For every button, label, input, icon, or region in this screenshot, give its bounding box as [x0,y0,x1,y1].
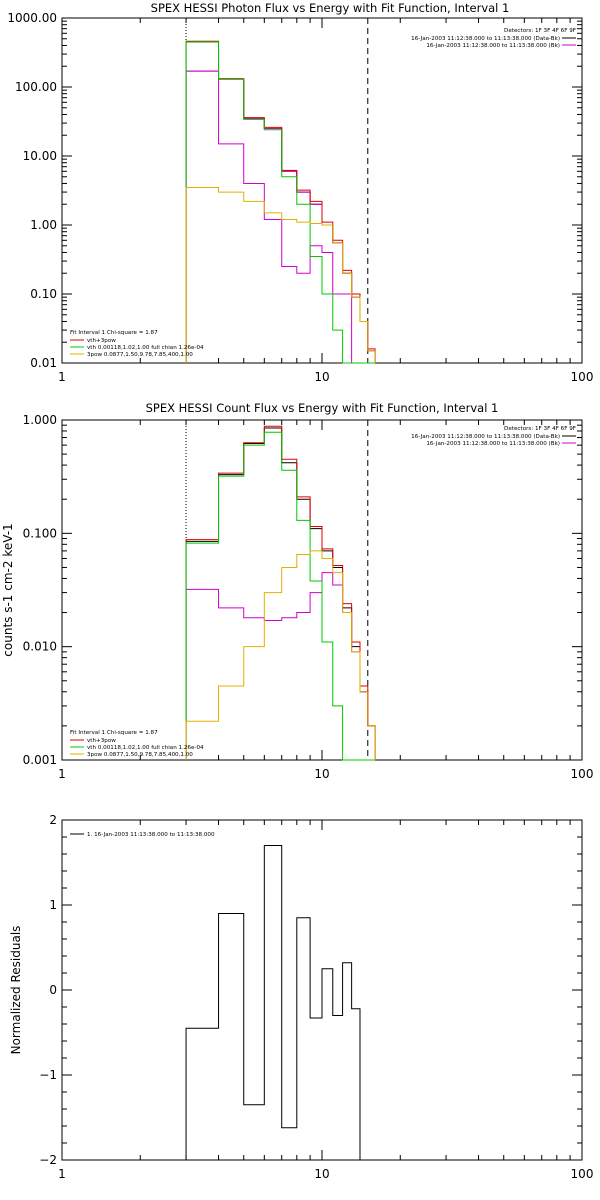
count-flux-fit-legend: Fit Interval 1 Chi-square = 1.87 vth+3po… [70,730,204,758]
x-tick-label: 10 [314,1167,329,1181]
y-tick-label: 1 [49,898,57,912]
x-tick-label: 1 [58,767,66,781]
series-line-4 [185,186,376,363]
legend-total: vth+3pow [87,738,116,744]
legend-vth: vth 0.00118,1.02,1.00 full chian 1.26e-0… [87,745,204,751]
y-tick-label: 1.000 [23,413,57,427]
residuals-ylabel: Normalized Residuals [9,926,23,1055]
fit-interval-label: Fit Interval 1 Chi-square = 1.87 [70,330,158,336]
y-tick-label: 0.010 [23,640,57,654]
series-line-2 [185,425,376,760]
x-tick-label: 100 [571,370,594,384]
x-tick-label: 100 [571,1167,594,1181]
detectors-label: Detectors: 1F 3F 4F 6F 9F [504,426,576,432]
legend-vth: vth 0.00118,1.02,1.00 full chian 1.26e-0… [87,345,204,351]
count-flux-panel: SPEX HESSI Count Flux vs Energy with Fit… [1,401,593,781]
series-line-0 [185,845,361,1160]
series-line-3 [185,41,376,364]
y-tick-label: 100.00 [15,80,57,94]
legend-total: vth+3pow [87,338,116,344]
y-tick-label: 1000.00 [7,11,57,25]
legend-data-bk: 16-Jan-2003 11:12:38.000 to 11:13:38.000… [411,36,560,42]
series-line-3 [185,431,376,761]
series-line-0 [185,41,376,363]
residuals-panel: Normalized Residuals 1 10 100 −2 −1 0 1 2 1. 16… [9,813,593,1181]
energy-range-markers [185,420,369,760]
y-tick-label: −2 [39,1153,57,1167]
y-tick-label: 0.001 [23,753,57,767]
y-tick-label: 10.00 [23,149,57,163]
y-tick-label: 0.100 [23,526,57,540]
series-line-2 [185,40,376,363]
x-tick-label: 10 [314,767,329,781]
legend-3pow: 3pow 0.0877,1.50,9.78,7.85,400,1.00 [87,352,193,358]
series-line-1 [185,70,376,363]
series-line-0 [185,427,376,760]
fit-interval-label: Fit Interval 1 Chi-square = 1.87 [70,730,158,736]
bk-model-group [185,70,376,364]
y-tick-label: 1.00 [30,218,57,232]
series-line-bk-model [185,70,376,364]
y-tick-label: −1 [39,1068,57,1082]
axes: 1 10 100 −2 −1 0 1 2 [39,813,593,1181]
legend-bk: 16-Jan-2003 11:12:38.000 to 11:13:38.000… [426,441,560,447]
photon-flux-panel: SPEX HESSI Photon Flux vs Energy with Fi… [7,1,593,384]
x-tick-label: 100 [571,767,594,781]
y-tick-label: 0.10 [30,287,57,301]
count-flux-ylabel: counts s-1 cm-2 keV-1 [1,523,15,656]
legend-residual: 1. 16-Jan-2003 11:13:38.000 to 11:13:38.… [87,832,215,838]
energy-range-markers [185,18,369,363]
series-line-4 [185,550,376,760]
photon-flux-frame [61,17,583,364]
residuals-legend: 1. 16-Jan-2003 11:13:38.000 to 11:13:38.… [70,832,215,838]
series-group [185,425,376,761]
x-tick-label: 1 [58,1167,66,1181]
x-tick-label: 1 [58,370,66,384]
photon-flux-fit-legend: Fit Interval 1 Chi-square = 1.87 vth+3po… [70,330,204,358]
series-group [185,40,376,364]
count-flux-title: SPEX HESSI Count Flux vs Energy with Fit… [146,401,499,415]
series-group [185,845,361,1160]
photon-flux-header-legend: Detectors: 1F 3F 4F 6F 9F 16-Jan-2003 11… [411,28,576,49]
legend-3pow: 3pow 0.0877,1.50,9.78,7.85,400,1.00 [87,752,193,758]
series-line-1 [185,572,376,760]
legend-bk: 16-Jan-2003 11:12:38.000 to 11:13:38.000… [426,43,560,49]
photon-flux-title: SPEX HESSI Photon Flux vs Energy with Fi… [151,1,510,15]
count-flux-header-legend: Detectors: 1F 3F 4F 6F 9F 16-Jan-2003 11… [411,426,576,447]
legend-data-bk: 16-Jan-2003 11:12:38.000 to 11:13:38.000… [411,434,560,440]
y-tick-label: 2 [49,813,57,827]
x-tick-label: 10 [314,370,329,384]
axes: 1 10 100 0.001 0.010 0.100 1.000 [23,413,594,781]
y-tick-label: 0.01 [30,356,57,370]
detectors-label: Detectors: 1F 3F 4F 6F 9F [504,28,576,34]
y-tick-label: 0 [49,983,57,997]
axes: 1 10 100 0.01 0.10 1.00 10.00 100.00 1000.00 [7,11,593,384]
